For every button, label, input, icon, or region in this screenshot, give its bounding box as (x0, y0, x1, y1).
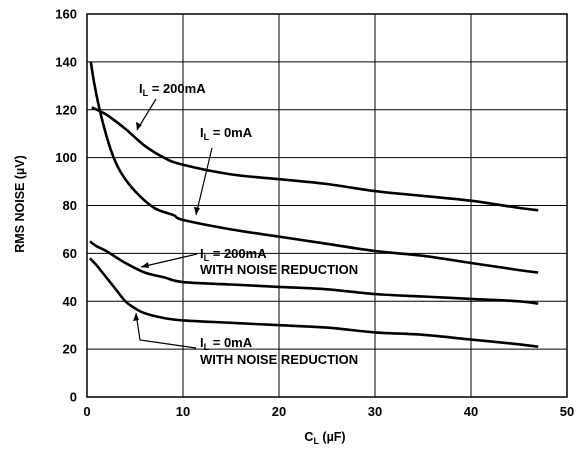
y-tick-label: 20 (63, 342, 77, 357)
tick-labels: 0 10 20 30 40 50 0 20 40 60 80 100 120 140 160 (55, 7, 574, 420)
annotation-200ma-nr: IL = 200mA WITH NOISE REDUCTION (140, 246, 358, 277)
y-tick-label: 160 (55, 7, 77, 22)
annotation-200ma-nr-label: IL = 200mA (200, 246, 267, 263)
annotation-200ma-nr-arrowhead (141, 262, 149, 268)
y-tick-label: 40 (63, 294, 77, 309)
series-line-3 (88, 257, 539, 348)
x-tick-label: 0 (83, 404, 90, 419)
series-layer (88, 61, 539, 348)
x-axis-label-subscript: L (313, 436, 319, 446)
series-line-2 (89, 240, 539, 305)
x-tick-label: 10 (176, 404, 190, 419)
x-tick-label: 50 (560, 404, 574, 419)
annotation-0ma-label: IL = 0mA (200, 125, 253, 142)
annotation-0ma-nr-line2: WITH NOISE REDUCTION (200, 352, 358, 367)
x-axis-label: CL (µF) (304, 430, 345, 446)
x-tick-label: 30 (368, 404, 382, 419)
y-tick-label: 140 (55, 54, 77, 69)
annotation-200ma-nr-arrow (140, 253, 198, 268)
x-axis-label-main: C (304, 430, 313, 444)
annotation-0ma-arrow (195, 147, 213, 216)
annotation-0ma-arrowhead (194, 207, 200, 215)
y-axis-label: RMS NOISE (µV) (13, 155, 27, 253)
y-tick-label: 100 (55, 150, 77, 165)
y-tick-label: 80 (63, 198, 77, 213)
annotation-0ma-nr-label: IL = 0mA (200, 335, 253, 352)
y-tick-label: 60 (63, 246, 77, 261)
annotation-200ma: IL = 200mA (136, 81, 206, 131)
annotation-0ma: IL = 0mA (194, 125, 253, 216)
x-axis-label-unit: (µF) (319, 430, 346, 444)
x-tick-label: 40 (464, 404, 478, 419)
annotation-0ma-nr-arrow (135, 312, 197, 349)
annotation-200ma-nr-line2: WITH NOISE REDUCTION (200, 262, 358, 277)
grid (87, 14, 567, 397)
annotation-200ma-label: IL = 200mA (139, 81, 206, 98)
annotation-0ma-nr-arrowhead (133, 313, 139, 321)
annotation-0ma-nr: IL = 0mA WITH NOISE REDUCTION (133, 312, 358, 367)
x-tick-label: 20 (272, 404, 286, 419)
y-tick-label: 0 (70, 390, 77, 405)
annotation-200ma-arrowhead (136, 122, 142, 130)
series-line-0 (91, 106, 539, 212)
plot-frame (86, 13, 568, 398)
series-line-1 (89, 61, 539, 274)
y-tick-label: 120 (55, 102, 77, 117)
